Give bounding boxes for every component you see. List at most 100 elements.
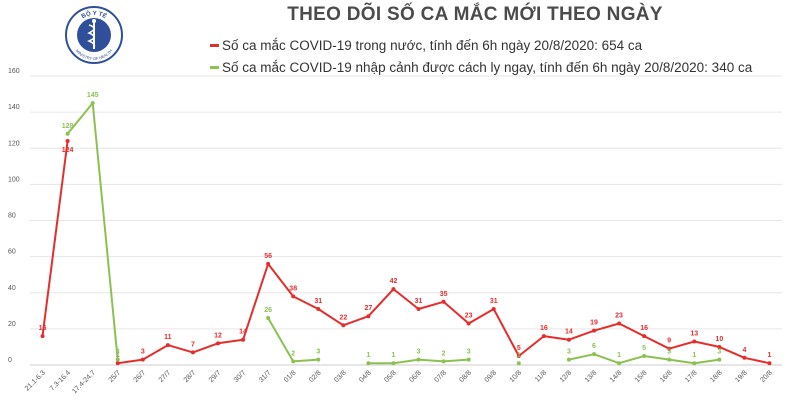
y-tick-label: 40 [8,285,16,292]
data-point-imported [316,357,321,362]
data-point-domestic [366,314,371,319]
data-label-domestic: 31 [490,298,498,305]
data-label-imported: 2 [291,350,295,357]
x-tick-label: 17/8 [684,369,699,384]
data-point-domestic [617,321,622,326]
data-point-imported [266,316,271,321]
x-tick-label: 28/7 [183,369,198,384]
y-tick-label: 0 [8,357,12,364]
data-label-domestic: 23 [465,312,473,319]
data-point-domestic [441,299,446,304]
data-label-domestic: 16 [640,325,648,332]
data-point-domestic [216,341,220,346]
data-label-imported: 3 [467,349,471,356]
chart-legend: Số ca mắc COVID-19 trong nước, tính đến … [210,34,752,78]
data-point-domestic [667,346,672,351]
x-tick-label: 12/8 [559,369,574,384]
data-label-imported: 6 [592,343,596,350]
data-point-domestic [316,307,321,312]
data-label-domestic: 12 [214,332,222,339]
data-label-domestic: 7 [191,341,195,348]
data-point-imported [441,359,446,364]
x-tick-label: 25/7 [108,369,123,384]
data-point-imported [642,353,647,358]
data-label-imported: 5 [642,345,646,352]
legend-label-imported: Số ca mắc COVID-19 nhập cảnh được cách l… [222,59,753,75]
data-point-domestic [592,328,596,333]
data-point-domestic [40,334,45,339]
y-tick-label: 120 [8,140,20,147]
x-tick-label: 14/8 [609,369,624,384]
chart-title: THEO DÕI SỐ CA MẮC MỚI THEO NGÀY [287,4,663,25]
x-tick-label: 20/8 [759,369,774,384]
data-label-domestic: 31 [415,298,423,305]
data-label-imported: 3 [567,349,571,356]
data-label-imported: 128 [62,123,74,130]
legend-marker-domestic [210,43,219,47]
data-point-domestic [717,344,722,349]
data-point-domestic [241,337,246,342]
x-tick-label: 04/8 [358,369,373,384]
data-point-imported [65,131,70,136]
series-line-domestic [41,140,69,337]
data-point-imported [516,361,521,366]
data-label-domestic: 124 [62,147,74,154]
x-tick-label: 02/8 [308,369,323,384]
x-tick-label: 01/8 [283,369,298,384]
data-label-imported: 1 [366,352,370,359]
ministry-of-health-logo: BỘ Y TẾ MINISTRY OF HEALTH [65,6,123,64]
data-label-domestic: 16 [39,325,47,332]
legend-marker-imported [210,65,219,69]
data-point-domestic [341,323,346,328]
data-point-domestic [266,261,271,266]
y-tick-label: 20 [8,321,16,328]
data-label-domestic: 9 [667,338,671,345]
data-point-imported [617,361,622,366]
data-label-imported: 1 [392,352,396,359]
data-point-domestic [190,350,195,355]
x-tick-label: 13/8 [584,369,599,384]
data-point-imported [566,357,571,362]
data-point-domestic [491,307,496,312]
data-point-imported [115,357,120,362]
data-label-imported: 1 [692,352,696,359]
series-line-domestic [117,262,770,365]
data-label-domestic: 1 [768,352,772,359]
data-point-imported [466,357,471,362]
data-label-imported: 3 [417,349,421,356]
data-point-imported [717,357,722,362]
data-point-domestic [642,334,647,339]
x-tick-label: 07/8 [433,369,448,384]
data-label-imported: 2 [442,350,446,357]
data-label-domestic: 4 [742,347,746,354]
x-tick-label: 26/7 [133,369,148,384]
x-tick-label: 18/8 [709,369,724,384]
x-tick-label: 16/8 [659,369,674,384]
y-tick-label: 60 [8,249,16,256]
data-label-imported: 3 [316,349,320,356]
data-point-domestic [115,361,120,366]
legend-item-domestic: Số ca mắc COVID-19 trong nước, tính đến … [210,34,752,56]
data-label-domestic: 3 [141,349,145,356]
data-label-domestic: 38 [289,285,297,292]
data-label-imported: 26 [264,307,272,314]
data-point-domestic [767,361,772,366]
data-label-domestic: 31 [314,298,322,305]
data-point-domestic [140,357,145,362]
y-tick-label: 140 [8,104,20,111]
series-line-imported [66,102,119,360]
data-label-imported: 145 [87,92,99,99]
x-tick-label: 31/7 [258,369,273,384]
x-tick-label: 05/8 [383,369,398,384]
x-tick-label: 06/8 [408,369,423,384]
data-point-domestic [65,139,70,144]
data-label-imported: 3 [667,349,671,356]
x-tick-label: 21.1-6.3 [24,369,47,392]
x-tick-label: 17.4-24.7 [71,369,97,395]
logo-top-text: BỘ Y TẾ [81,9,108,20]
x-tick-label: 7.3-16.4 [49,369,72,392]
data-point-domestic [566,337,571,342]
data-point-imported [592,352,596,357]
